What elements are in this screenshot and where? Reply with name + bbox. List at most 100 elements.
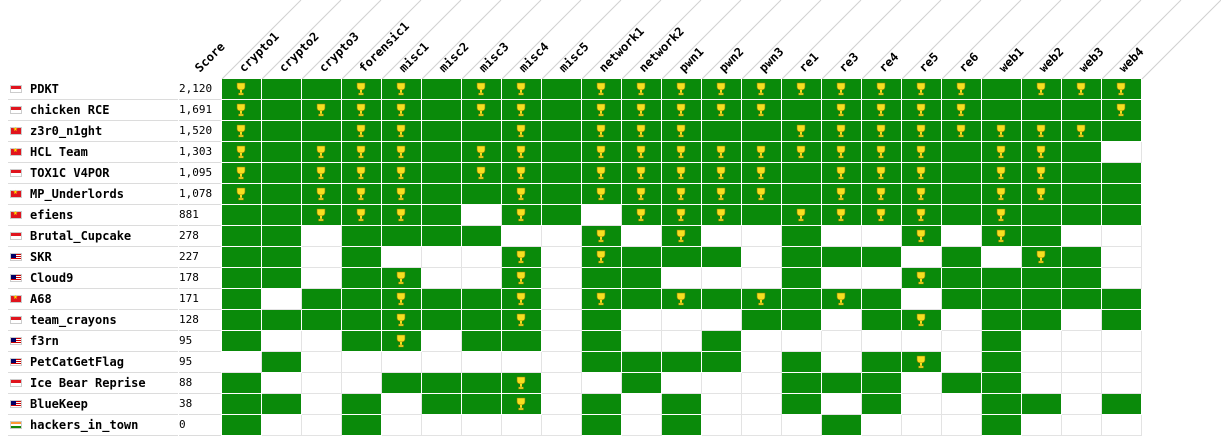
solved-cell[interactable] [222,289,262,310]
unsolved-cell[interactable] [342,352,382,373]
solved-cell[interactable] [542,163,582,184]
unsolved-cell[interactable] [262,331,302,352]
solved-cell[interactable] [542,79,582,100]
solved-cell[interactable] [822,247,862,268]
team-name-cell[interactable]: hackers_in_town [8,415,178,436]
solved-cell[interactable] [422,226,462,247]
solved-cell[interactable] [702,121,742,142]
solved-cell[interactable] [622,121,662,142]
solved-cell[interactable] [342,163,382,184]
solved-cell[interactable] [342,394,382,415]
solved-cell[interactable] [822,79,862,100]
team-name[interactable]: f3rn [30,334,59,348]
solved-cell[interactable] [342,289,382,310]
solved-cell[interactable] [622,142,662,163]
solved-cell[interactable] [1102,289,1142,310]
solved-cell[interactable] [222,184,262,205]
solved-cell[interactable] [782,79,822,100]
solved-cell[interactable] [342,142,382,163]
solved-cell[interactable] [782,142,822,163]
team-name[interactable]: hackers_in_town [30,418,139,432]
solved-cell[interactable] [462,289,502,310]
solved-cell[interactable] [462,331,502,352]
unsolved-cell[interactable] [422,415,462,436]
solved-cell[interactable] [862,394,902,415]
solved-cell[interactable] [502,142,542,163]
solved-cell[interactable] [262,205,302,226]
unsolved-cell[interactable] [382,394,422,415]
solved-cell[interactable] [382,289,422,310]
solved-cell[interactable] [342,331,382,352]
unsolved-cell[interactable] [902,415,942,436]
solved-cell[interactable] [582,310,622,331]
team-name[interactable]: HCL Team [30,145,88,159]
unsolved-cell[interactable] [662,310,702,331]
solved-cell[interactable] [942,79,982,100]
solved-cell[interactable] [702,247,742,268]
unsolved-cell[interactable] [542,352,582,373]
solved-cell[interactable] [902,100,942,121]
solved-cell[interactable] [582,352,622,373]
solved-cell[interactable] [782,226,822,247]
solved-cell[interactable] [382,184,422,205]
unsolved-cell[interactable] [662,373,702,394]
solved-cell[interactable] [662,100,702,121]
solved-cell[interactable] [502,310,542,331]
solved-cell[interactable] [502,331,542,352]
unsolved-cell[interactable] [862,415,902,436]
solved-cell[interactable] [342,100,382,121]
unsolved-cell[interactable] [622,394,662,415]
solved-cell[interactable] [1022,79,1062,100]
solved-cell[interactable] [1102,163,1142,184]
solved-cell[interactable] [782,268,822,289]
team-name[interactable]: PetCatGetFlag [30,355,124,369]
solved-cell[interactable] [942,142,982,163]
solved-cell[interactable] [1022,310,1062,331]
solved-cell[interactable] [302,205,342,226]
team-name[interactable]: SKR [30,250,52,264]
unsolved-cell[interactable] [702,268,742,289]
solved-cell[interactable] [462,310,502,331]
unsolved-cell[interactable] [942,415,982,436]
solved-cell[interactable] [382,79,422,100]
solved-cell[interactable] [702,352,742,373]
solved-cell[interactable] [462,163,502,184]
solved-cell[interactable] [542,205,582,226]
solved-cell[interactable] [222,415,262,436]
team-name[interactable]: BlueKeep [30,397,88,411]
solved-cell[interactable] [222,205,262,226]
solved-cell[interactable] [502,163,542,184]
solved-cell[interactable] [1062,184,1102,205]
solved-cell[interactable] [982,268,1022,289]
solved-cell[interactable] [902,205,942,226]
team-name[interactable]: PDKT [30,82,59,96]
solved-cell[interactable] [582,394,622,415]
solved-cell[interactable] [222,121,262,142]
solved-cell[interactable] [542,100,582,121]
solved-cell[interactable] [982,310,1022,331]
solved-cell[interactable] [902,79,942,100]
unsolved-cell[interactable] [862,226,902,247]
solved-cell[interactable] [1102,100,1142,121]
unsolved-cell[interactable] [622,331,662,352]
unsolved-cell[interactable] [422,352,462,373]
team-name[interactable]: TOX1C V4POR [30,166,110,180]
solved-cell[interactable] [782,100,822,121]
solved-cell[interactable] [582,331,622,352]
solved-cell[interactable] [782,247,822,268]
team-name-cell[interactable]: Ice Bear Reprise [8,373,178,394]
team-name[interactable]: team_crayons [30,313,117,327]
solved-cell[interactable] [222,163,262,184]
team-name-cell[interactable]: team_crayons [8,310,178,331]
unsolved-cell[interactable] [742,352,782,373]
unsolved-cell[interactable] [462,415,502,436]
unsolved-cell[interactable] [1102,331,1142,352]
solved-cell[interactable] [822,205,862,226]
solved-cell[interactable] [822,121,862,142]
solved-cell[interactable] [622,163,662,184]
solved-cell[interactable] [902,226,942,247]
solved-cell[interactable] [222,100,262,121]
solved-cell[interactable] [1022,121,1062,142]
unsolved-cell[interactable] [1062,352,1102,373]
solved-cell[interactable] [742,142,782,163]
